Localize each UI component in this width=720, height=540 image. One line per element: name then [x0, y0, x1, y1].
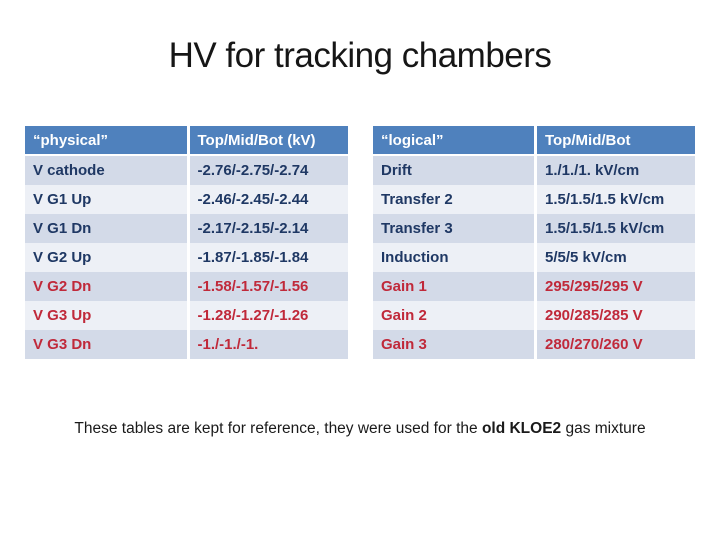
row-value: 5/5/5 kV/cm	[534, 243, 695, 272]
row-label: Induction	[373, 243, 534, 272]
row-value: 1.5/1.5/1.5 kV/cm	[534, 185, 695, 214]
row-value: -2.76/-2.75/-2.74	[186, 156, 348, 185]
table-header-row: “logical” Top/Mid/Bot	[373, 126, 695, 156]
logical-table: “logical” Top/Mid/Bot Drift 1./1./1. kV/cm T…	[373, 126, 695, 359]
row-label: V cathode	[25, 156, 187, 185]
page-title: HV for tracking chambers	[168, 36, 552, 75]
footer-text-bold: old KLOE2	[481, 420, 562, 437]
table-row: Drift 1./1./1. kV/cm	[373, 156, 695, 185]
table-row: V G1 Dn -2.17/-2.15/-2.14	[25, 214, 348, 243]
row-label: Gain 1	[373, 272, 534, 301]
row-value: -2.46/-2.45/-2.44	[186, 185, 348, 214]
row-value: 295/295/295 V	[534, 272, 695, 301]
row-value: 290/285/285 V	[534, 301, 695, 330]
table-row: Gain 3 280/270/260 V	[373, 330, 695, 359]
row-label: V G2 Up	[25, 243, 187, 272]
row-label: V G3 Dn	[25, 330, 187, 359]
footer-text-suffix: gas mixture	[561, 420, 646, 437]
column-header: “physical”	[25, 126, 187, 156]
table-row: V G2 Up -1.87/-1.85/-1.84	[25, 243, 348, 272]
table-row: Gain 2 290/285/285 V	[373, 301, 695, 330]
table-row: V G3 Dn -1./-1./-1.	[25, 330, 348, 359]
column-header: Top/Mid/Bot (kV)	[186, 126, 348, 156]
row-label: Gain 3	[373, 330, 534, 359]
footer-text-prefix: These tables are kept for reference, the…	[74, 420, 482, 437]
footer-note: These tables are kept for reference, the…	[0, 420, 720, 438]
row-value: -1.28/-1.27/-1.26	[186, 301, 348, 330]
table-row: V G2 Dn -1.58/-1.57/-1.56	[25, 272, 348, 301]
row-label: Transfer 2	[373, 185, 534, 214]
row-value: -2.17/-2.15/-2.14	[186, 214, 348, 243]
row-label: V G2 Dn	[25, 272, 187, 301]
table-row: Induction 5/5/5 kV/cm	[373, 243, 695, 272]
column-header: Top/Mid/Bot	[534, 126, 695, 156]
row-label: Gain 2	[373, 301, 534, 330]
row-value: 1.5/1.5/1.5 kV/cm	[534, 214, 695, 243]
row-label: V G3 Up	[25, 301, 187, 330]
table-row: Transfer 3 1.5/1.5/1.5 kV/cm	[373, 214, 695, 243]
column-header: “logical”	[373, 126, 534, 156]
row-label: Transfer 3	[373, 214, 534, 243]
table-header-row: “physical” Top/Mid/Bot (kV)	[25, 126, 348, 156]
row-label: V G1 Dn	[25, 214, 187, 243]
row-value: 280/270/260 V	[534, 330, 695, 359]
row-value: -1.58/-1.57/-1.56	[186, 272, 348, 301]
table-row: V G3 Up -1.28/-1.27/-1.26	[25, 301, 348, 330]
row-value: -1./-1./-1.	[186, 330, 348, 359]
table-row: V G1 Up -2.46/-2.45/-2.44	[25, 185, 348, 214]
row-value: -1.87/-1.85/-1.84	[186, 243, 348, 272]
table-row: Transfer 2 1.5/1.5/1.5 kV/cm	[373, 185, 695, 214]
table-row: Gain 1 295/295/295 V	[373, 272, 695, 301]
row-label: Drift	[373, 156, 534, 185]
physical-table: “physical” Top/Mid/Bot (kV) V cathode -2.76…	[25, 126, 348, 359]
row-value: 1./1./1. kV/cm	[534, 156, 695, 185]
row-label: V G1 Up	[25, 185, 187, 214]
table-row: V cathode -2.76/-2.75/-2.74	[25, 156, 348, 185]
